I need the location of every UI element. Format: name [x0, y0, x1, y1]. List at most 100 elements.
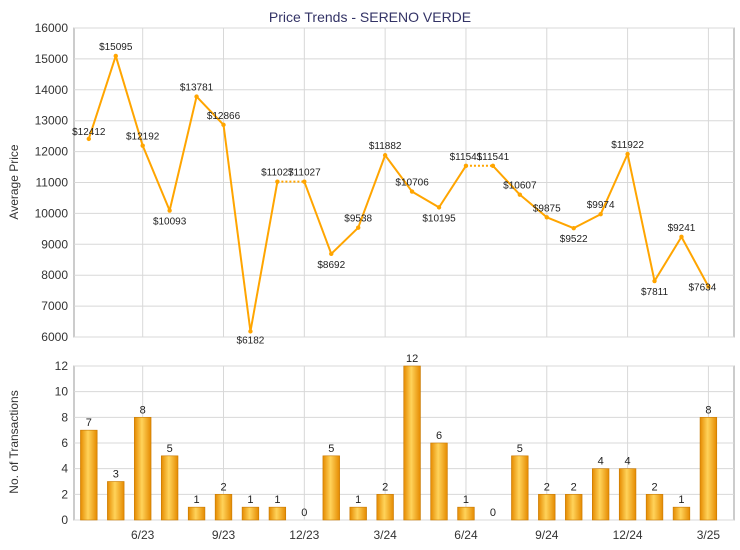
price-data-label: $9522 [560, 234, 588, 245]
bar-value-label: 1 [274, 494, 280, 506]
bar-value-label: 4 [625, 456, 631, 468]
price-point [598, 212, 603, 217]
transaction-bar [618, 468, 637, 521]
price-line-segment [87, 55, 117, 140]
transaction-bar [134, 417, 152, 521]
price-data-label: $8692 [317, 260, 345, 271]
price-y-tick-label: 12000 [35, 145, 69, 159]
bar-value-label: 4 [598, 456, 604, 468]
price-y-tick-label: 9000 [41, 237, 68, 251]
price-point [625, 151, 630, 157]
price-point [113, 53, 118, 59]
price-data-label: $11541 [477, 152, 510, 163]
transaction-bar [241, 506, 260, 521]
price-point [302, 179, 307, 184]
transactions-y-axis-title: No. of Transactions [7, 390, 21, 493]
price-data-label: $11027 [261, 168, 294, 179]
transaction-bar [268, 506, 287, 521]
x-tick-label: 3/24 [373, 528, 397, 542]
price-line-layer [86, 53, 711, 334]
price-y-axis-title: Average Price [7, 144, 21, 219]
price-point [571, 225, 576, 231]
price-line-segment [573, 213, 602, 230]
bar-value-label: 1 [247, 494, 253, 506]
x-tick-label: 6/24 [454, 528, 478, 542]
price-data-label: $10195 [422, 213, 456, 224]
price-point [706, 284, 711, 289]
price-line-segment [680, 236, 710, 287]
price-data-label: $12192 [126, 132, 160, 143]
price-y-tick-label: 15000 [35, 52, 69, 66]
price-line-segment [492, 165, 521, 196]
price-line-segment [384, 154, 413, 193]
transaction-bar [403, 365, 421, 521]
x-tick-label: 6/23 [131, 528, 155, 542]
price-data-label: $10093 [153, 217, 187, 228]
bar-value-label: 6 [436, 430, 442, 442]
bar-value-label: 3 [113, 469, 119, 481]
price-point [679, 234, 684, 240]
price-point [248, 329, 253, 334]
price-data-label: $9241 [668, 223, 696, 234]
price-data-label: $11027 [288, 168, 321, 179]
bar-value-label: 0 [490, 507, 496, 519]
price-y-tick-label: 14000 [35, 83, 69, 97]
price-line-segment [195, 95, 225, 126]
transaction-bar [214, 494, 233, 521]
bar-value-label: 2 [571, 481, 577, 493]
price-grid: 6000 7000 8000 9000 10000 11000 12000 13000 1400… [35, 21, 735, 344]
transactions-y-tick-label: 10 [55, 385, 69, 399]
bar-value-label: 2 [651, 481, 657, 493]
price-data-label: $15095 [99, 42, 133, 53]
bar-value-label: 5 [167, 443, 173, 455]
transactions-y-tick-label: 0 [61, 513, 68, 527]
transaction-bar [645, 494, 664, 521]
price-data-label: $13781 [180, 83, 214, 94]
transactions-y-tick-label: 6 [61, 436, 68, 450]
x-tick-label: 9/24 [535, 528, 559, 542]
bar-value-label: 1 [355, 494, 361, 506]
transactions-y-tick-label: 4 [61, 462, 68, 476]
chart-title: Price Trends - SERENO VERDE [269, 9, 471, 25]
transaction-bar [160, 455, 179, 521]
price-y-tick-label: 6000 [41, 330, 68, 344]
bar-value-label: 7 [86, 417, 92, 429]
price-point [194, 94, 199, 99]
price-line-segment [330, 226, 359, 255]
price-y-tick-label: 7000 [41, 299, 68, 313]
transaction-bar [376, 494, 394, 521]
price-line-segment [653, 236, 683, 282]
price-line-segment [519, 193, 548, 219]
price-y-tick-label: 16000 [35, 21, 69, 35]
price-data-label: $9875 [533, 203, 561, 214]
price-line-segment [411, 190, 440, 209]
transaction-bar [511, 455, 529, 521]
price-y-tick-label: 13000 [35, 114, 69, 128]
bar-value-label: 5 [517, 443, 523, 455]
bar-value-label: 0 [301, 507, 307, 519]
bar-value-label: 12 [406, 353, 418, 365]
price-line-segment [303, 181, 333, 255]
price-data-label: $11541 [450, 152, 483, 163]
price-line-segment [114, 55, 144, 146]
transaction-bar [430, 442, 448, 521]
transaction-bar [672, 506, 691, 521]
x-tick-label: 9/23 [212, 528, 236, 542]
price-point [86, 136, 92, 142]
transaction-bar [538, 494, 556, 521]
bar-value-label: 1 [194, 494, 200, 506]
price-data-label: $12412 [72, 127, 106, 138]
price-data-label: $9538 [344, 214, 372, 225]
price-data-label: $11922 [611, 140, 644, 151]
price-point [356, 225, 361, 230]
price-data-label: $12866 [207, 111, 241, 122]
price-line-segment [599, 153, 629, 215]
transaction-bar [349, 506, 367, 521]
price-point [140, 143, 145, 148]
price-data-label: $9974 [587, 200, 615, 211]
x-tick-label: 12/24 [613, 528, 643, 542]
transaction-bar [107, 481, 125, 521]
bar-value-label: 2 [382, 481, 388, 493]
